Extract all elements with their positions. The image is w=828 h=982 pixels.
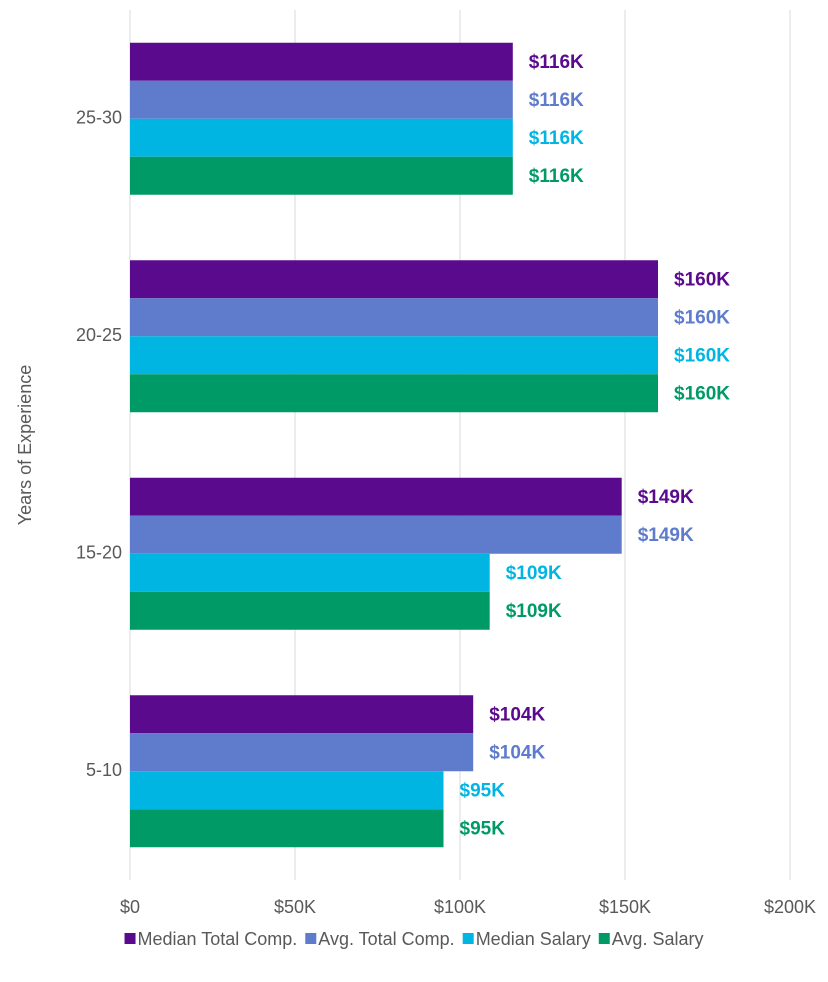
bar bbox=[130, 42, 513, 81]
value-label: $116K bbox=[529, 166, 584, 187]
value-label: $95K bbox=[460, 818, 506, 839]
value-label: $160K bbox=[674, 307, 730, 328]
y-tick-label: 15-20 bbox=[76, 543, 122, 563]
value-label: $116K bbox=[529, 52, 584, 73]
bar bbox=[130, 553, 490, 592]
bar bbox=[130, 733, 474, 772]
value-label: $160K bbox=[674, 269, 730, 290]
bar bbox=[130, 156, 513, 195]
value-label: $109K bbox=[506, 563, 562, 584]
value-label: $109K bbox=[506, 601, 562, 622]
y-tick-label: 25-30 bbox=[76, 108, 122, 128]
bar bbox=[130, 298, 658, 337]
bar bbox=[130, 80, 513, 119]
legend-label: Avg. Total Comp. bbox=[318, 929, 454, 949]
bar bbox=[130, 336, 658, 375]
bar bbox=[130, 695, 474, 734]
bar bbox=[130, 118, 513, 157]
value-label: $149K bbox=[638, 487, 694, 508]
x-tick-label: $150K bbox=[599, 897, 651, 917]
bar bbox=[130, 591, 490, 630]
value-label: $160K bbox=[674, 345, 730, 366]
bar bbox=[130, 477, 622, 516]
legend-swatch bbox=[305, 933, 317, 944]
y-tick-label: 20-25 bbox=[76, 325, 122, 345]
value-label: $160K bbox=[674, 383, 730, 404]
value-label: $104K bbox=[489, 704, 545, 725]
legend-label: Median Total Comp. bbox=[138, 929, 298, 949]
bar bbox=[130, 260, 658, 299]
value-label: $95K bbox=[460, 780, 506, 801]
bar bbox=[130, 374, 658, 413]
value-label: $149K bbox=[638, 525, 694, 546]
legend-label: Avg. Salary bbox=[612, 929, 704, 949]
value-label: $116K bbox=[529, 128, 584, 149]
x-tick-label: $50K bbox=[274, 897, 316, 917]
bar bbox=[130, 771, 444, 810]
bar bbox=[130, 515, 622, 554]
legend-label: Median Salary bbox=[476, 929, 591, 949]
bar bbox=[130, 809, 444, 848]
legend: Median Total Comp. Avg. Total Comp. Median… bbox=[124, 929, 704, 949]
legend-swatch bbox=[462, 933, 474, 944]
y-axis-label: Years of Experience bbox=[15, 365, 35, 525]
value-label: $116K bbox=[529, 90, 584, 111]
x-tick-label: $200K bbox=[764, 897, 816, 917]
value-label: $104K bbox=[489, 742, 545, 763]
legend-swatch bbox=[124, 933, 136, 944]
x-tick-label: $0 bbox=[120, 897, 140, 917]
x-tick-label: $100K bbox=[434, 897, 486, 917]
y-tick-label: 5-10 bbox=[86, 760, 122, 780]
legend-swatch bbox=[598, 933, 610, 944]
